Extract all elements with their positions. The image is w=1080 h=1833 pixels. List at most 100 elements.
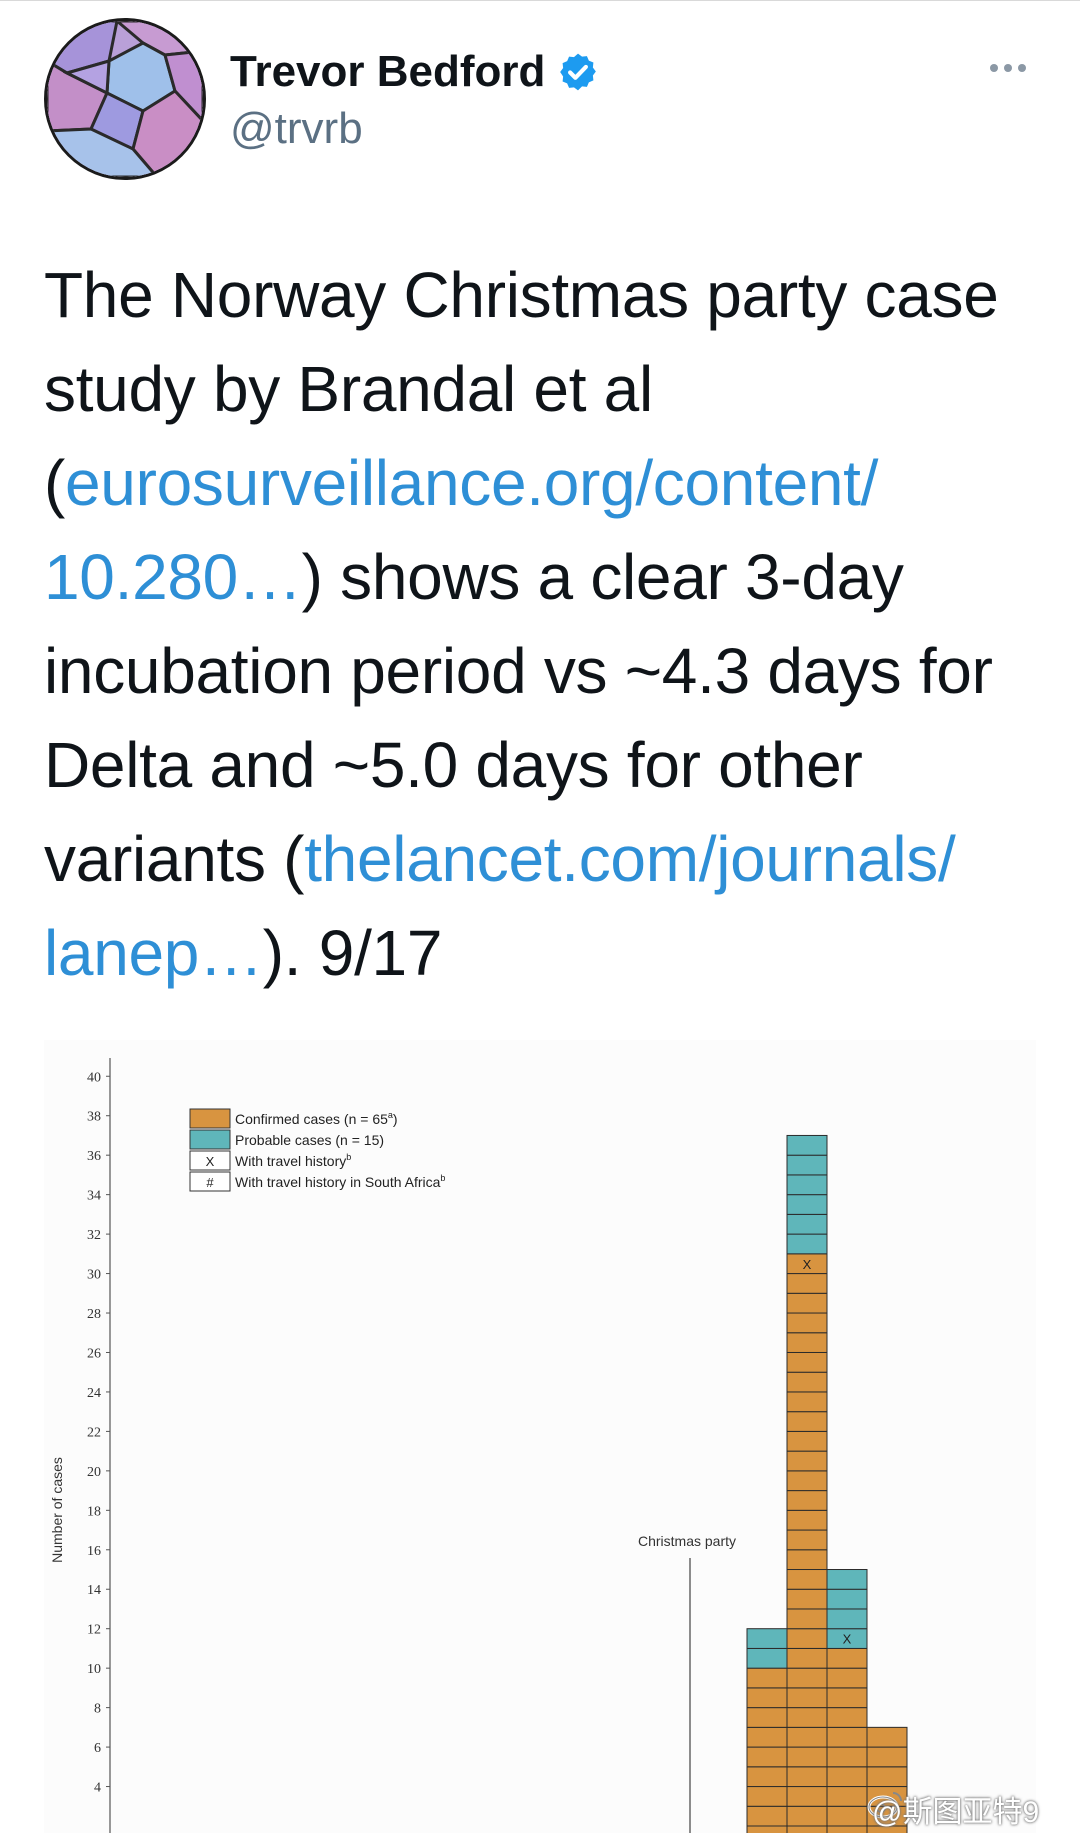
tweet-line: incubation period vs ~4.3 days for (44, 635, 993, 707)
tweet-line: The Norway Christmas party case (44, 259, 999, 331)
confirmed-case-cell (786, 1391, 828, 1413)
confirmed-case-cell (826, 1805, 868, 1827)
voronoi-avatar-icon[interactable] (44, 18, 206, 180)
y-tick-label: 32 (87, 1228, 101, 1243)
legend-probable-swatch (189, 1129, 231, 1150)
y-tick-label: 10 (87, 1662, 101, 1677)
y-tick-label: 36 (87, 1149, 101, 1164)
y-axis-label: Number of cases (49, 1457, 65, 1563)
verified-badge-icon (560, 53, 597, 91)
y-axis-ticks: 4 6 8 10 12 14 16 18 20 22 24 26 28 30 32 34 36 38 40 (87, 1070, 110, 1796)
author-handle[interactable]: @trvrb (230, 104, 363, 153)
y-tick-label: 40 (87, 1070, 101, 1085)
confirmed-case-cell (746, 1667, 788, 1689)
probable-case-cell (786, 1134, 828, 1156)
tweet-line: study by Brandal et al (44, 353, 653, 425)
tweet-line: (eurosurveillance.org/content/ (44, 447, 879, 519)
confirmed-case-cell (786, 1588, 828, 1610)
confirmed-case-cell (786, 1332, 828, 1353)
confirmed-case-cell (866, 1726, 908, 1748)
confirmed-case-cell (786, 1825, 828, 1833)
travel-history-mark: X (843, 1632, 852, 1647)
confirmed-case-cell (786, 1786, 828, 1807)
confirmed-case-cell (786, 1509, 828, 1531)
y-tick-label: 14 (87, 1583, 101, 1598)
probable-case-cell (786, 1154, 828, 1176)
chart-legend: Confirmed cases (n = 65a) Probable cases… (189, 1108, 445, 1192)
confirmed-case-cell (826, 1647, 868, 1669)
y-tick-label: 28 (87, 1307, 101, 1322)
confirmed-case-cell (826, 1766, 868, 1788)
confirmed-case-cell (746, 1805, 788, 1827)
travel-history-mark: X (803, 1257, 812, 1272)
author-display-name[interactable]: Trevor Bedford (230, 47, 546, 96)
confirmed-case-cell (826, 1707, 868, 1728)
confirmed-case-cell (746, 1746, 788, 1768)
christmas-party-annotation: Christmas party (638, 1533, 736, 1833)
y-tick-label: 16 (87, 1544, 101, 1559)
y-tick-label: 38 (87, 1110, 101, 1125)
confirmed-case-cell (786, 1628, 828, 1649)
probable-case-cell (786, 1194, 828, 1215)
y-tick-label: 26 (87, 1346, 101, 1361)
epidemic-curve-chart: 4 6 8 10 12 14 16 18 20 22 24 26 28 30 32 34 36 38 40 Numb… (49, 1058, 908, 1833)
christmas-party-label: Christmas party (638, 1533, 736, 1549)
confirmed-case-cell (786, 1805, 828, 1827)
lancet-link[interactable]: thelancet.com/journals/ (304, 823, 956, 895)
confirmed-case-cell (786, 1667, 828, 1689)
probable-case-cell (786, 1213, 828, 1235)
confirmed-case-cell (786, 1351, 828, 1373)
tweet-text: The Norway Christmas party case study by… (44, 248, 1054, 1000)
eurosurveillance-link-continued[interactable]: 10.280… (44, 541, 302, 613)
legend-south-africa-swatch (189, 1171, 231, 1192)
legend-south-africa-symbol: # (206, 1175, 214, 1190)
probable-case-cell (786, 1233, 828, 1255)
y-tick-label: 34 (87, 1189, 101, 1204)
confirmed-case-cell (826, 1746, 868, 1768)
y-tick-label: 6 (94, 1741, 101, 1756)
tweet-line: variants (thelancet.com/journals/ (44, 823, 956, 895)
tweet-line: Delta and ~5.0 days for other (44, 729, 863, 801)
epidemic-curve-figure[interactable]: 4 6 8 10 12 14 16 18 20 22 24 26 28 30 32 34 36 38 40 Numb… (44, 1040, 1036, 1833)
legend-travel-text: With travel historyb (235, 1152, 351, 1169)
y-tick-label: 12 (87, 1623, 101, 1638)
tweet-line: lanep…). 9/17 (44, 917, 443, 989)
confirmed-case-cell (786, 1746, 828, 1768)
confirmed-case-cell (786, 1470, 828, 1492)
confirmed-case-cell (826, 1825, 868, 1833)
confirmed-case-cell (786, 1411, 828, 1432)
probable-case-cell (786, 1174, 828, 1196)
confirmed-case-cell (826, 1687, 868, 1709)
y-tick-label: 8 (94, 1702, 101, 1717)
legend-probable-text: Probable cases (n = 15) (235, 1132, 384, 1148)
legend-confirmed-swatch (189, 1108, 231, 1129)
legend-travel-symbol: X (206, 1154, 215, 1169)
y-tick-label: 24 (87, 1386, 101, 1401)
legend-south-africa-text: With travel history in South Africab (235, 1173, 445, 1190)
confirmed-case-cell (786, 1371, 828, 1393)
y-tick-label: 20 (87, 1465, 101, 1480)
probable-case-cell (746, 1628, 788, 1649)
probable-case-cell (826, 1569, 868, 1590)
confirmed-case-cell (746, 1825, 788, 1833)
confirmed-case-cell (826, 1786, 868, 1807)
probable-case-cell (826, 1608, 868, 1630)
confirmed-case-cell (786, 1529, 828, 1551)
y-tick-label: 22 (87, 1425, 101, 1440)
author-name-row[interactable]: Trevor Bedford (230, 46, 599, 98)
lancet-link-continued[interactable]: lanep… (44, 917, 263, 989)
eurosurveillance-link[interactable]: eurosurveillance.org/content/ (65, 447, 879, 519)
more-horizontal-icon[interactable] (990, 56, 1034, 80)
confirmed-case-cell (786, 1450, 828, 1472)
confirmed-case-cell (746, 1766, 788, 1788)
y-tick-label: 4 (94, 1781, 101, 1796)
confirmed-case-cell (866, 1746, 908, 1768)
confirmed-case-cell (786, 1608, 828, 1630)
confirmed-case-cell (746, 1786, 788, 1807)
confirmed-case-cell (866, 1766, 908, 1788)
confirmed-case-cell (786, 1766, 828, 1788)
legend-travel-swatch (189, 1150, 231, 1171)
confirmed-case-cell (786, 1292, 828, 1314)
confirmed-case-cell (746, 1726, 788, 1748)
legend-confirmed-text: Confirmed cases (n = 65a) (235, 1110, 398, 1127)
